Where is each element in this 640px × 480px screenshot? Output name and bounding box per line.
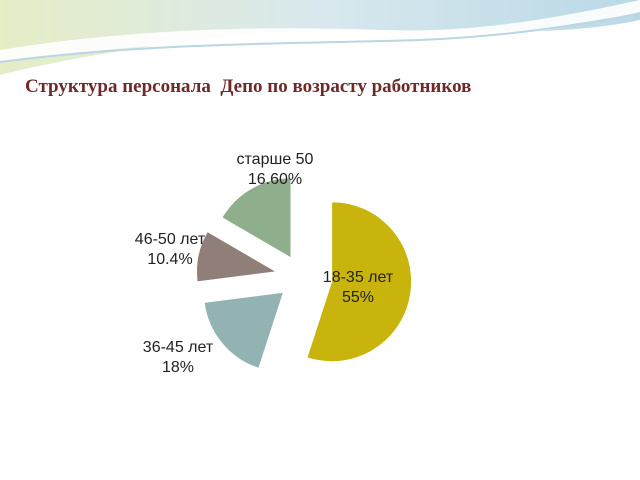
pie-slice [221,177,292,259]
chart-title: Структура персонала Депо по возрасту раб… [25,76,471,97]
slice-value-label: 10.4% [147,251,192,268]
slice-value-label: 55% [342,289,374,306]
pie: 18-35 лет 55% 36-45 лет 18% 46-50 лет 10.4% ст… [135,151,413,376]
pie-slice [203,291,285,370]
slice-label: 46-50 лет [135,231,206,248]
slice-value-label: 16.60% [248,171,302,188]
decoration [0,0,640,75]
slice-value-label: 18% [162,359,194,376]
pie-slice [306,201,413,363]
slice-label: 36-45 лет [143,339,214,356]
pie-slice [196,230,279,283]
slice-label: 18-35 лет [323,269,394,286]
slice-label: старше 50 [237,151,314,168]
